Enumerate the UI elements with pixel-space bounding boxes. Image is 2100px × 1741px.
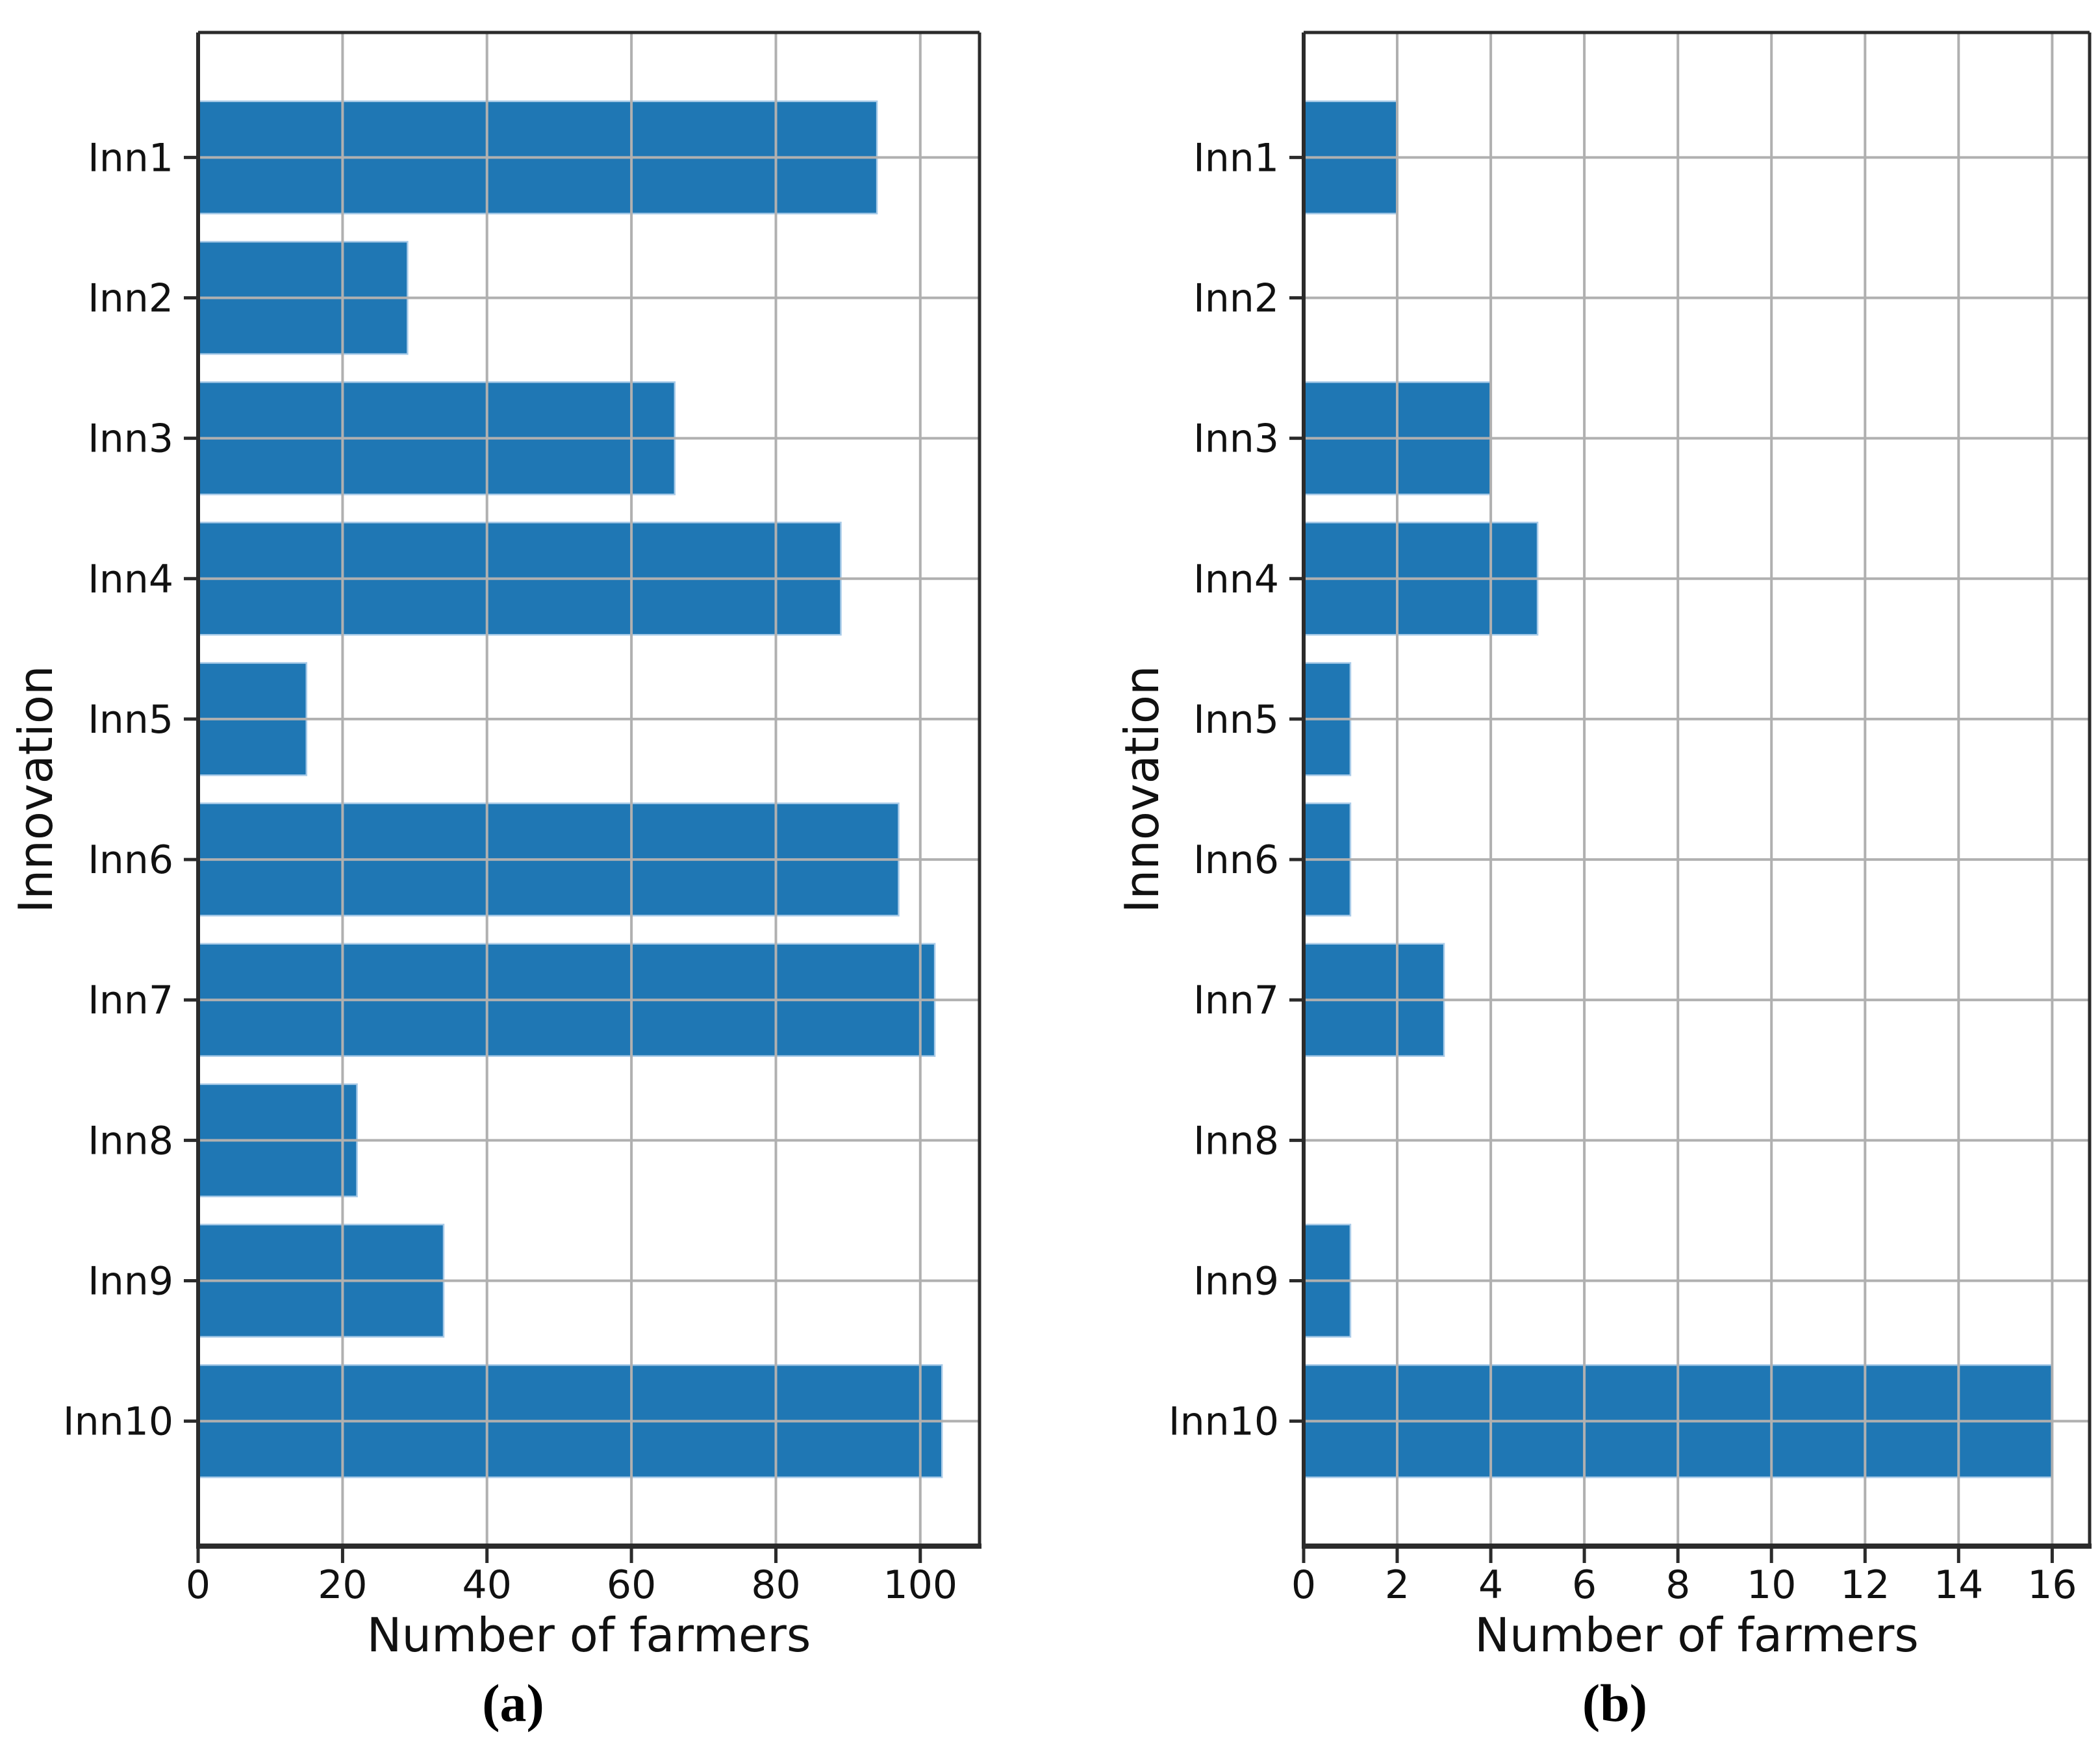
category-label-inn6-b: Inn6 bbox=[1193, 837, 1279, 883]
x-tick-label-80-a: 80 bbox=[751, 1562, 800, 1608]
x-tick-label-4-b: 4 bbox=[1478, 1562, 1503, 1608]
x-tick-label-10-b: 10 bbox=[1747, 1562, 1796, 1608]
x-tick-label-40-a: 40 bbox=[462, 1562, 512, 1608]
x-tick-label-8-b: 8 bbox=[1665, 1562, 1690, 1608]
category-label-inn3-a: Inn3 bbox=[88, 416, 173, 462]
category-label-inn1-b: Inn1 bbox=[1193, 135, 1279, 181]
x-tick-label-2-b: 2 bbox=[1385, 1562, 1410, 1608]
category-label-inn7-a: Inn7 bbox=[88, 978, 173, 1023]
category-label-inn2-b: Inn2 bbox=[1193, 276, 1279, 322]
x-tick-label-0-b: 0 bbox=[1291, 1562, 1316, 1608]
panel-b: 0 2 4 6 8 10 12 14 16 Inn1 Inn2 Inn3 Inn4 Inn5 Inn6 Inn… bbox=[1169, 31, 2092, 1608]
category-label-inn1-a: Inn1 bbox=[88, 135, 173, 181]
x-tick-label-0-a: 0 bbox=[186, 1562, 210, 1608]
category-label-inn9-a: Inn9 bbox=[88, 1259, 173, 1304]
x-tick-label-60-a: 60 bbox=[607, 1562, 656, 1608]
ylabel-panel-b: Innovation bbox=[1115, 665, 1169, 913]
x-tick-label-14-b: 14 bbox=[1934, 1562, 1983, 1608]
category-label-inn5-a: Inn5 bbox=[88, 697, 173, 743]
xlabel-panel-b: Number of farmers bbox=[1474, 1608, 1919, 1662]
xlabel-panel-a: Number of farmers bbox=[366, 1608, 811, 1662]
category-label-inn4-b: Inn4 bbox=[1193, 557, 1279, 602]
category-label-inn3-b: Inn3 bbox=[1193, 416, 1279, 462]
x-tick-label-12-b: 12 bbox=[1840, 1562, 1890, 1608]
panel-a: 0 20 40 60 80 100 Inn1 Inn2 Inn3 Inn4 Inn5 Inn6 Inn7… bbox=[63, 31, 981, 1608]
category-label-inn10-a: Inn10 bbox=[63, 1399, 173, 1445]
category-label-inn7-b: Inn7 bbox=[1193, 978, 1279, 1023]
category-label-inn8-a: Inn8 bbox=[88, 1118, 173, 1163]
caption-panel-b: (b) bbox=[1582, 1673, 1648, 1733]
x-tick-label-6-b: 6 bbox=[1572, 1562, 1597, 1608]
x-tick-label-20-a: 20 bbox=[318, 1562, 367, 1608]
x-tick-label-16-b: 16 bbox=[2027, 1562, 2077, 1608]
category-label-inn2-a: Inn2 bbox=[88, 276, 173, 322]
category-label-inn6-a: Inn6 bbox=[88, 837, 173, 883]
category-label-inn9-b: Inn9 bbox=[1193, 1259, 1279, 1304]
category-label-inn4-a: Inn4 bbox=[88, 557, 173, 602]
ylabel-panel-a: Innovation bbox=[8, 665, 63, 913]
category-label-inn5-b: Inn5 bbox=[1193, 697, 1279, 743]
caption-panel-a: (a) bbox=[482, 1673, 544, 1733]
category-label-inn10-b: Inn10 bbox=[1169, 1399, 1279, 1445]
category-label-inn8-b: Inn8 bbox=[1193, 1118, 1279, 1163]
x-tick-label-100-a: 100 bbox=[883, 1562, 958, 1608]
